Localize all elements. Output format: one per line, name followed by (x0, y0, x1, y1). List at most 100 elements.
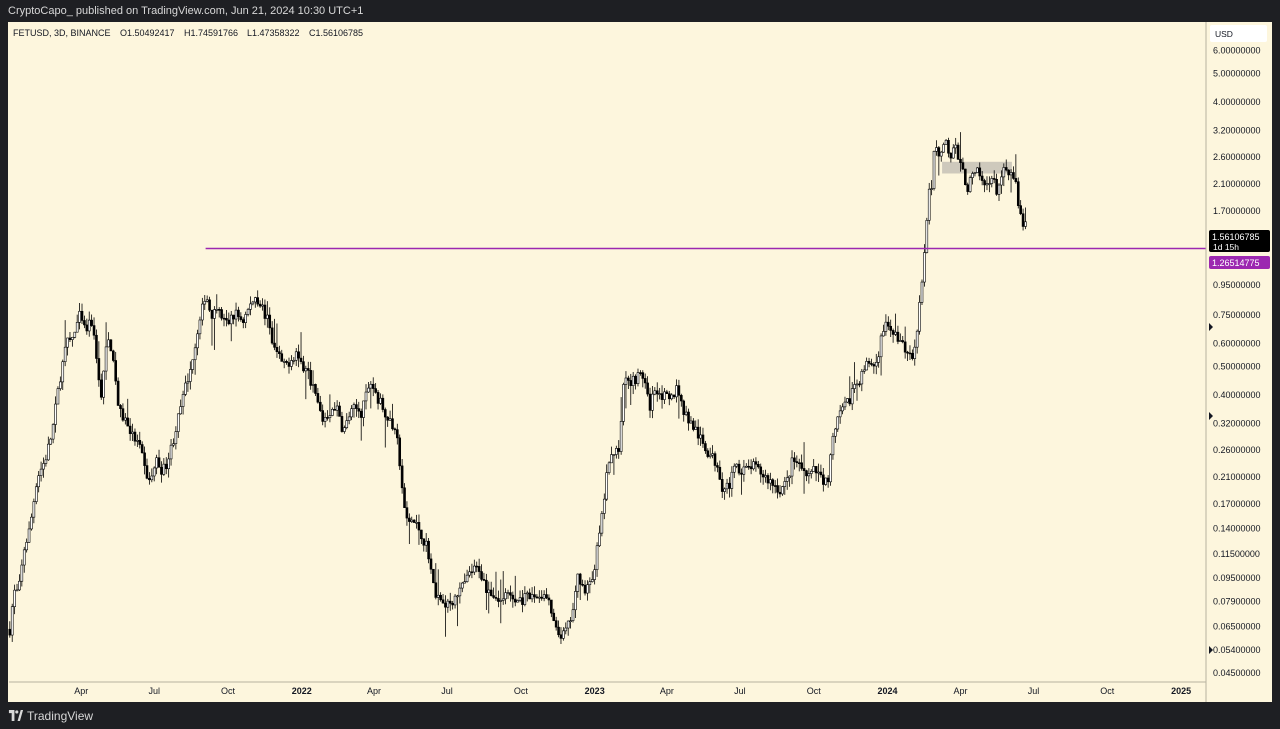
candle-body (559, 634, 563, 639)
candle-body (706, 450, 710, 457)
candle-body (456, 595, 459, 598)
candle (747, 459, 751, 470)
candle-body (87, 319, 91, 332)
candle (1004, 159, 1008, 172)
candle (708, 447, 712, 459)
candle (71, 336, 74, 347)
candle-body (605, 472, 609, 500)
candle (1009, 169, 1013, 193)
candle-body (730, 471, 734, 489)
candle-body (595, 545, 599, 570)
candle (316, 387, 320, 404)
candle-body (886, 321, 890, 327)
candle-body (550, 599, 553, 614)
candle (465, 569, 469, 583)
candle (343, 425, 346, 434)
candle-body (528, 592, 531, 600)
candle (439, 592, 442, 602)
candle (793, 452, 796, 470)
tradingview-brand[interactable]: TradingView (27, 709, 94, 723)
candle-body (287, 362, 291, 367)
candle-body (535, 596, 539, 599)
candle (834, 427, 837, 443)
candle (978, 162, 982, 181)
candle (391, 403, 394, 431)
candle (809, 469, 813, 479)
candle-body (617, 448, 621, 452)
candle-body (790, 457, 794, 477)
candle (249, 296, 252, 316)
candle-body (92, 325, 96, 336)
candle (689, 416, 693, 424)
y-tick-label: 0.11500000 (1213, 549, 1260, 559)
candle-body (482, 579, 486, 581)
candle (179, 399, 182, 415)
chart-frame[interactable]: 6.00000000 5.00000000 4.00000000 3.20000000… (8, 22, 1272, 702)
candle (583, 580, 587, 596)
candle-body (138, 440, 142, 445)
candle-body (819, 471, 823, 476)
x-tick-label: Apr (660, 686, 674, 696)
candle-body (179, 406, 182, 415)
candle (504, 588, 507, 605)
y-axis-labels[interactable]: 6.00000000 5.00000000 4.00000000 3.20000000… (1213, 45, 1261, 678)
candle (956, 142, 960, 161)
candle-body (992, 178, 996, 180)
candle (822, 468, 825, 492)
candle (420, 529, 423, 545)
tradingview-logo-icon[interactable] (8, 710, 24, 721)
candle-body (665, 391, 669, 395)
candle (865, 357, 868, 371)
candles-layer (8, 132, 1027, 644)
candle-body (371, 383, 375, 389)
candle-body (872, 364, 876, 367)
price-marker-arrow-icon (1209, 412, 1213, 420)
candle (489, 581, 493, 597)
candle (631, 371, 635, 395)
candle (672, 394, 676, 399)
candle-body (523, 593, 527, 605)
candle-body (241, 319, 245, 323)
candle (590, 571, 594, 583)
candle-body (814, 466, 818, 474)
candle (340, 411, 344, 433)
candle (1019, 200, 1022, 216)
candle (658, 387, 661, 400)
candle (860, 368, 864, 392)
candle-body (696, 426, 700, 439)
x-axis-labels[interactable]: Apr Jul Oct 2022 Apr Jul Oct 2023 Apr Jul Oct 2024 A… (74, 686, 1191, 696)
candle-body (1007, 169, 1010, 176)
last-price-value: 1.56106785 (1212, 232, 1260, 242)
candle (364, 384, 368, 410)
candle (222, 313, 226, 327)
candle (61, 359, 65, 391)
candle-body (355, 404, 358, 409)
candle-body (692, 420, 695, 430)
candle-body (463, 581, 466, 584)
candle (321, 404, 324, 426)
candle-body (395, 429, 399, 439)
candle (540, 590, 544, 601)
candle-body (723, 488, 726, 492)
candle-body (581, 583, 584, 586)
candle (619, 397, 623, 455)
candle (155, 454, 158, 475)
candle-body (155, 457, 158, 469)
candle (550, 599, 553, 618)
candle (826, 475, 830, 488)
candle-body (333, 409, 337, 411)
candle (87, 311, 91, 337)
candle-body (39, 468, 43, 476)
candle (959, 132, 962, 172)
currency-button[interactable]: USD (1210, 25, 1267, 42)
candle (841, 403, 844, 415)
candle (383, 407, 387, 448)
candle (992, 170, 996, 184)
candle (506, 589, 510, 599)
candle (819, 464, 823, 478)
candle (451, 600, 454, 610)
candle (720, 472, 724, 498)
candlestick-chart[interactable]: 6.00000000 5.00000000 4.00000000 3.20000000… (8, 22, 1272, 702)
x-tick-label: Oct (1100, 686, 1115, 696)
candle-body (222, 317, 226, 320)
